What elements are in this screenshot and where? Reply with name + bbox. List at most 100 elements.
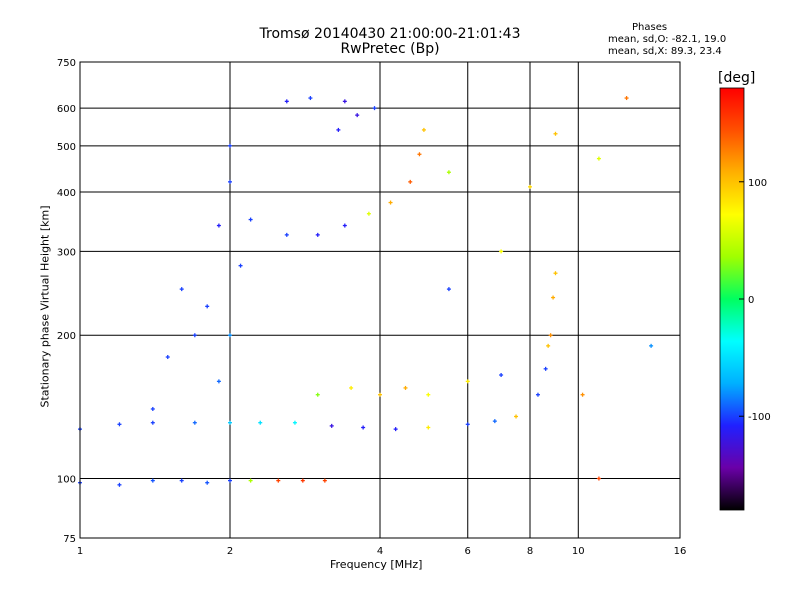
- echo-point: [417, 152, 422, 157]
- echo-point: [546, 343, 551, 348]
- echo-point: [179, 287, 184, 292]
- colorbar-ticks: 100 0 -100: [739, 178, 771, 423]
- echo-point: [238, 263, 243, 268]
- y-tick-label: 600: [57, 104, 76, 115]
- chart-title: Tromsø 20140430 21:00:00-21:01:43: [259, 26, 521, 42]
- echo-point: [228, 420, 232, 425]
- echo-point: [228, 143, 232, 148]
- echo-point: [366, 211, 371, 216]
- colorbar-tick-label: 100: [748, 178, 767, 189]
- echo-point: [372, 106, 377, 111]
- x-tick-label: 10: [572, 546, 585, 557]
- echo-point: [528, 184, 532, 189]
- x-tick-label: 1: [77, 546, 83, 557]
- y-tick-label: 500: [57, 142, 76, 153]
- echo-point: [446, 170, 451, 175]
- echo-point: [349, 385, 354, 390]
- y-tick-label: 100: [57, 475, 76, 486]
- echo-point: [393, 427, 398, 432]
- echo-point: [258, 420, 263, 425]
- colorbar-unit-label: [deg]: [718, 70, 756, 86]
- y-tick-label: 75: [63, 534, 76, 545]
- colorbar-tick-label: -100: [748, 412, 771, 423]
- echo-point: [421, 127, 426, 132]
- chart-subtitle: RwPretec (Bp): [340, 41, 440, 57]
- x-axis-ticks: 1 2 4 6 8 10 16: [77, 546, 687, 557]
- echo-point: [342, 99, 347, 104]
- x-axis-label: Frequency [MHz]: [330, 558, 423, 571]
- x-tick-label: 4: [377, 546, 383, 557]
- echo-point: [228, 333, 232, 338]
- echo-point: [596, 156, 601, 161]
- echo-point: [649, 343, 654, 348]
- echo-point: [355, 113, 360, 118]
- x-tick-label: 16: [674, 546, 687, 557]
- echo-point: [446, 287, 451, 292]
- echo-point: [535, 392, 540, 397]
- echo-point: [165, 355, 170, 360]
- y-tick-label: 750: [57, 58, 76, 69]
- echo-point: [426, 392, 431, 397]
- y-tick-label: 300: [57, 247, 76, 258]
- echo-point: [465, 379, 470, 384]
- y-tick-label: 400: [57, 188, 76, 199]
- echo-point: [205, 480, 210, 485]
- phase-stats-o-mode: mean, sd,O: -82.1, 19.0: [608, 34, 727, 45]
- echo-point: [179, 478, 184, 483]
- echo-point: [624, 96, 629, 101]
- echo-point: [248, 478, 253, 483]
- echo-point: [426, 425, 431, 430]
- echo-point: [361, 425, 366, 430]
- echo-point: [315, 392, 320, 397]
- echo-point: [388, 200, 393, 205]
- echo-points: [78, 96, 654, 487]
- grid-lines: [80, 62, 680, 538]
- echo-point: [465, 422, 470, 427]
- echo-point: [492, 419, 497, 424]
- echo-point: [205, 304, 210, 309]
- echo-point: [514, 414, 519, 419]
- y-tick-label: 200: [57, 331, 76, 342]
- echo-point: [553, 131, 558, 136]
- plot-frame: [79, 61, 681, 539]
- echo-point: [248, 217, 253, 222]
- echo-point: [378, 392, 382, 397]
- echo-point: [228, 478, 232, 483]
- echo-point: [228, 179, 232, 184]
- y-axis-ticks: 75 100 200 300 400 500 600 750: [57, 58, 76, 545]
- echo-point: [150, 420, 155, 425]
- echo-point: [192, 420, 197, 425]
- echo-point: [117, 482, 122, 487]
- phase-stats-x-mode: mean, sd,X: 89.3, 23.4: [608, 46, 722, 57]
- echo-point: [192, 333, 197, 338]
- echo-point: [499, 373, 504, 378]
- phase-stats-heading: Phases: [632, 22, 668, 33]
- echo-point: [315, 232, 320, 237]
- echo-point: [276, 478, 281, 483]
- echo-point: [150, 406, 155, 411]
- echo-point: [329, 423, 334, 428]
- echo-point: [284, 232, 289, 237]
- x-tick-label: 2: [227, 546, 233, 557]
- echo-point: [216, 223, 221, 228]
- echo-point: [342, 223, 347, 228]
- echo-point: [580, 392, 585, 397]
- echo-point: [308, 96, 313, 101]
- echo-point: [322, 478, 327, 483]
- echo-point: [403, 385, 408, 390]
- echo-point: [216, 379, 221, 384]
- echo-point: [292, 420, 297, 425]
- echo-point: [408, 179, 413, 184]
- echo-point: [596, 476, 601, 481]
- echo-point: [300, 478, 305, 483]
- colorbar-tick-label: 0: [748, 295, 754, 306]
- echo-point: [551, 295, 556, 300]
- echo-point: [499, 249, 504, 254]
- x-tick-label: 6: [465, 546, 471, 557]
- echo-point: [553, 271, 558, 276]
- echo-point: [548, 333, 553, 338]
- echo-point: [150, 478, 155, 483]
- echo-point: [117, 422, 122, 427]
- x-tick-label: 8: [527, 546, 533, 557]
